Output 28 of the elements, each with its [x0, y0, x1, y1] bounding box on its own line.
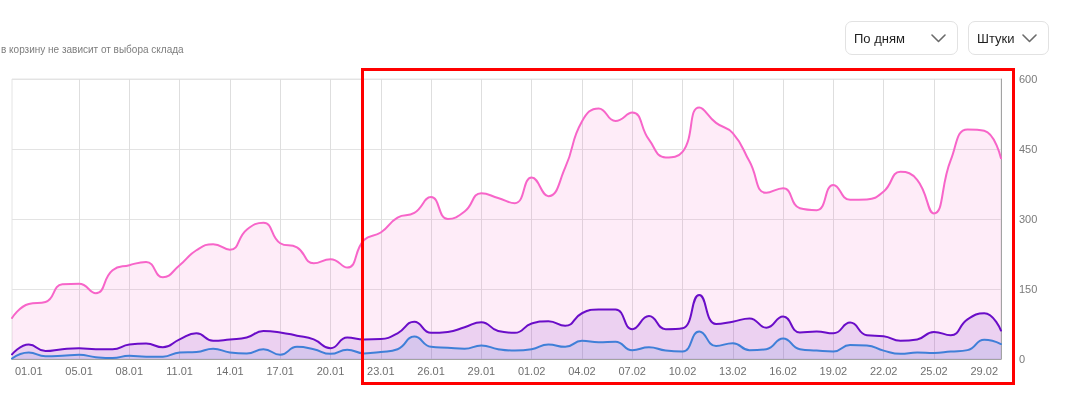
x-tick-label: 11.01 [166, 364, 193, 377]
x-tick-label: 14.01 [216, 364, 244, 377]
chart-subtitle: в корзину не зависит от выбора склада [1, 44, 184, 56]
x-tick-label: 23.01 [367, 364, 395, 377]
dropdown[interactable]: По дням [845, 21, 958, 55]
x-tick-label: 16.02 [769, 364, 797, 377]
x-tick-label: 01.02 [517, 364, 546, 377]
y-tick-label: 300 [1019, 213, 1038, 225]
x-tick-label: 07.02 [618, 364, 646, 377]
y-tick-label: 450 [1019, 143, 1038, 155]
x-tick-label: 26.01 [417, 364, 445, 377]
x-tick-label: 20.01 [316, 364, 345, 377]
y-tick-label: 150 [1019, 283, 1038, 295]
y-tick-label: 600 [1019, 73, 1038, 85]
x-tick-label: 29.02 [970, 364, 998, 377]
x-tick-label: 01.01 [15, 364, 43, 377]
x-tick-label: 17.01 [266, 364, 294, 377]
dropdown[interactable]: Штуки [968, 21, 1050, 55]
x-tick-label: 08.01 [115, 364, 144, 377]
x-tick-label: 13.02 [719, 364, 747, 377]
x-tick-label: 22.02 [869, 364, 898, 377]
x-tick-label: 10.02 [668, 364, 697, 377]
x-tick-label: 19.02 [819, 364, 848, 377]
y-tick-label: 0 [1019, 353, 1026, 365]
x-tick-label: 25.02 [920, 364, 948, 377]
x-tick-label: 04.02 [568, 364, 596, 377]
x-tick-label: 05.01 [65, 364, 93, 377]
x-tick-label: 29.01 [467, 364, 496, 377]
